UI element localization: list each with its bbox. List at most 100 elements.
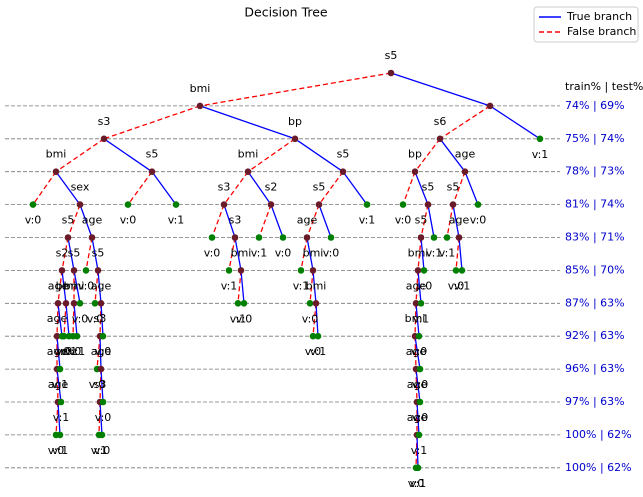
- split-node: [291, 135, 299, 143]
- split-label: s6: [434, 115, 447, 128]
- leaf-label: v:0: [470, 214, 487, 227]
- leaf-label: v:0: [416, 279, 433, 292]
- leaf-label: v:0: [204, 247, 221, 260]
- split-node: [417, 234, 425, 241]
- leaf-label: v:1: [439, 247, 456, 260]
- true-edge: [318, 204, 332, 238]
- leaf-node: [91, 300, 99, 307]
- leaf-node: [306, 300, 314, 307]
- split-node: [62, 300, 70, 307]
- leaf-label: v:1: [52, 444, 69, 457]
- leaf-node: [225, 267, 233, 274]
- true-edge: [240, 270, 245, 304]
- level-label: 75% | 74%: [565, 132, 625, 145]
- split-label: s5: [92, 246, 105, 259]
- leaf-label: v:1: [426, 247, 443, 260]
- leaf-node: [536, 135, 544, 143]
- level-label: 97% | 63%: [565, 395, 625, 408]
- leaf-label: v:0: [305, 345, 322, 358]
- title: Decision Tree: [244, 5, 328, 20]
- leaf-label: v:1: [230, 312, 247, 325]
- false-edge: [94, 270, 99, 304]
- split-node: [449, 201, 457, 208]
- split-node: [303, 234, 311, 241]
- true-edge: [56, 369, 62, 403]
- true-edge: [100, 303, 104, 337]
- true-edge: [427, 204, 435, 238]
- split-label: s3: [229, 214, 242, 227]
- split-label: bp: [408, 148, 422, 161]
- level-label: 87% | 63%: [565, 296, 625, 309]
- false-edge: [99, 369, 102, 403]
- split-label: bmi: [46, 148, 67, 161]
- split-label: age: [91, 345, 112, 358]
- leaf-label: v:0: [95, 411, 112, 424]
- split-node: [412, 300, 420, 307]
- leaf-node: [416, 398, 424, 406]
- false-edge: [415, 434, 418, 468]
- leaf-label: v:0: [448, 279, 465, 292]
- leaf-node: [29, 201, 37, 208]
- false-edge: [455, 237, 460, 271]
- level-label: 100% | 62%: [565, 428, 632, 441]
- leaf-node: [420, 267, 428, 274]
- true-edge: [79, 204, 93, 238]
- split-label: s5: [146, 148, 159, 161]
- split-label: bmi: [405, 312, 426, 325]
- false-edge: [211, 204, 225, 238]
- level-label: 85% | 70%: [565, 263, 625, 276]
- leaf-node: [208, 234, 216, 241]
- leaf-label: v:0: [48, 444, 65, 457]
- true-edge: [414, 171, 429, 205]
- false-edge: [223, 171, 249, 205]
- false-edge: [103, 105, 201, 140]
- false-edge: [446, 204, 454, 238]
- leaf-node: [56, 431, 64, 439]
- leaf-node: [234, 300, 242, 307]
- true-edge: [91, 237, 99, 271]
- legend-true-label: True branch: [566, 10, 632, 23]
- true-edge: [97, 270, 102, 304]
- leaf-node: [124, 201, 132, 208]
- leaf-label: v:1: [221, 279, 238, 292]
- split-node: [100, 135, 108, 143]
- true-edge: [100, 369, 104, 403]
- true-edge: [489, 105, 541, 140]
- split-node: [455, 234, 463, 241]
- level-label: 100% | 62%: [565, 461, 632, 474]
- false-edge: [420, 204, 429, 238]
- split-node: [486, 102, 494, 110]
- leaf-label: v:1: [61, 345, 78, 358]
- false-edge: [61, 237, 69, 271]
- false-edge: [56, 369, 59, 403]
- true-edge: [270, 204, 284, 238]
- leaf-node: [99, 398, 107, 406]
- true-edge: [415, 369, 421, 403]
- true-edge: [294, 138, 344, 173]
- split-label: age: [48, 378, 69, 391]
- split-label: s5: [337, 148, 350, 161]
- split-node: [54, 300, 62, 307]
- false-edge: [85, 237, 93, 271]
- true-edge: [416, 401, 420, 435]
- split-label: s5: [313, 181, 326, 194]
- true-edge: [390, 72, 491, 107]
- split-label: s3: [218, 181, 231, 194]
- split-label: age: [47, 312, 68, 325]
- split-label: age: [449, 214, 470, 227]
- leaf-label: v:0: [87, 312, 104, 325]
- split-label: s5: [68, 246, 81, 259]
- leaf-node: [73, 332, 81, 340]
- false-edge: [414, 138, 441, 173]
- leaf-label: v:0: [120, 214, 137, 227]
- leaf-node: [417, 300, 425, 307]
- split-label: s3: [94, 378, 107, 391]
- split-node: [339, 168, 347, 175]
- true-edge: [61, 270, 67, 304]
- leaf-label: v:0: [395, 214, 412, 227]
- split-node: [53, 332, 61, 340]
- split-label: age: [406, 345, 427, 358]
- leaf-label: v:0: [275, 247, 292, 260]
- false-edge: [57, 270, 63, 304]
